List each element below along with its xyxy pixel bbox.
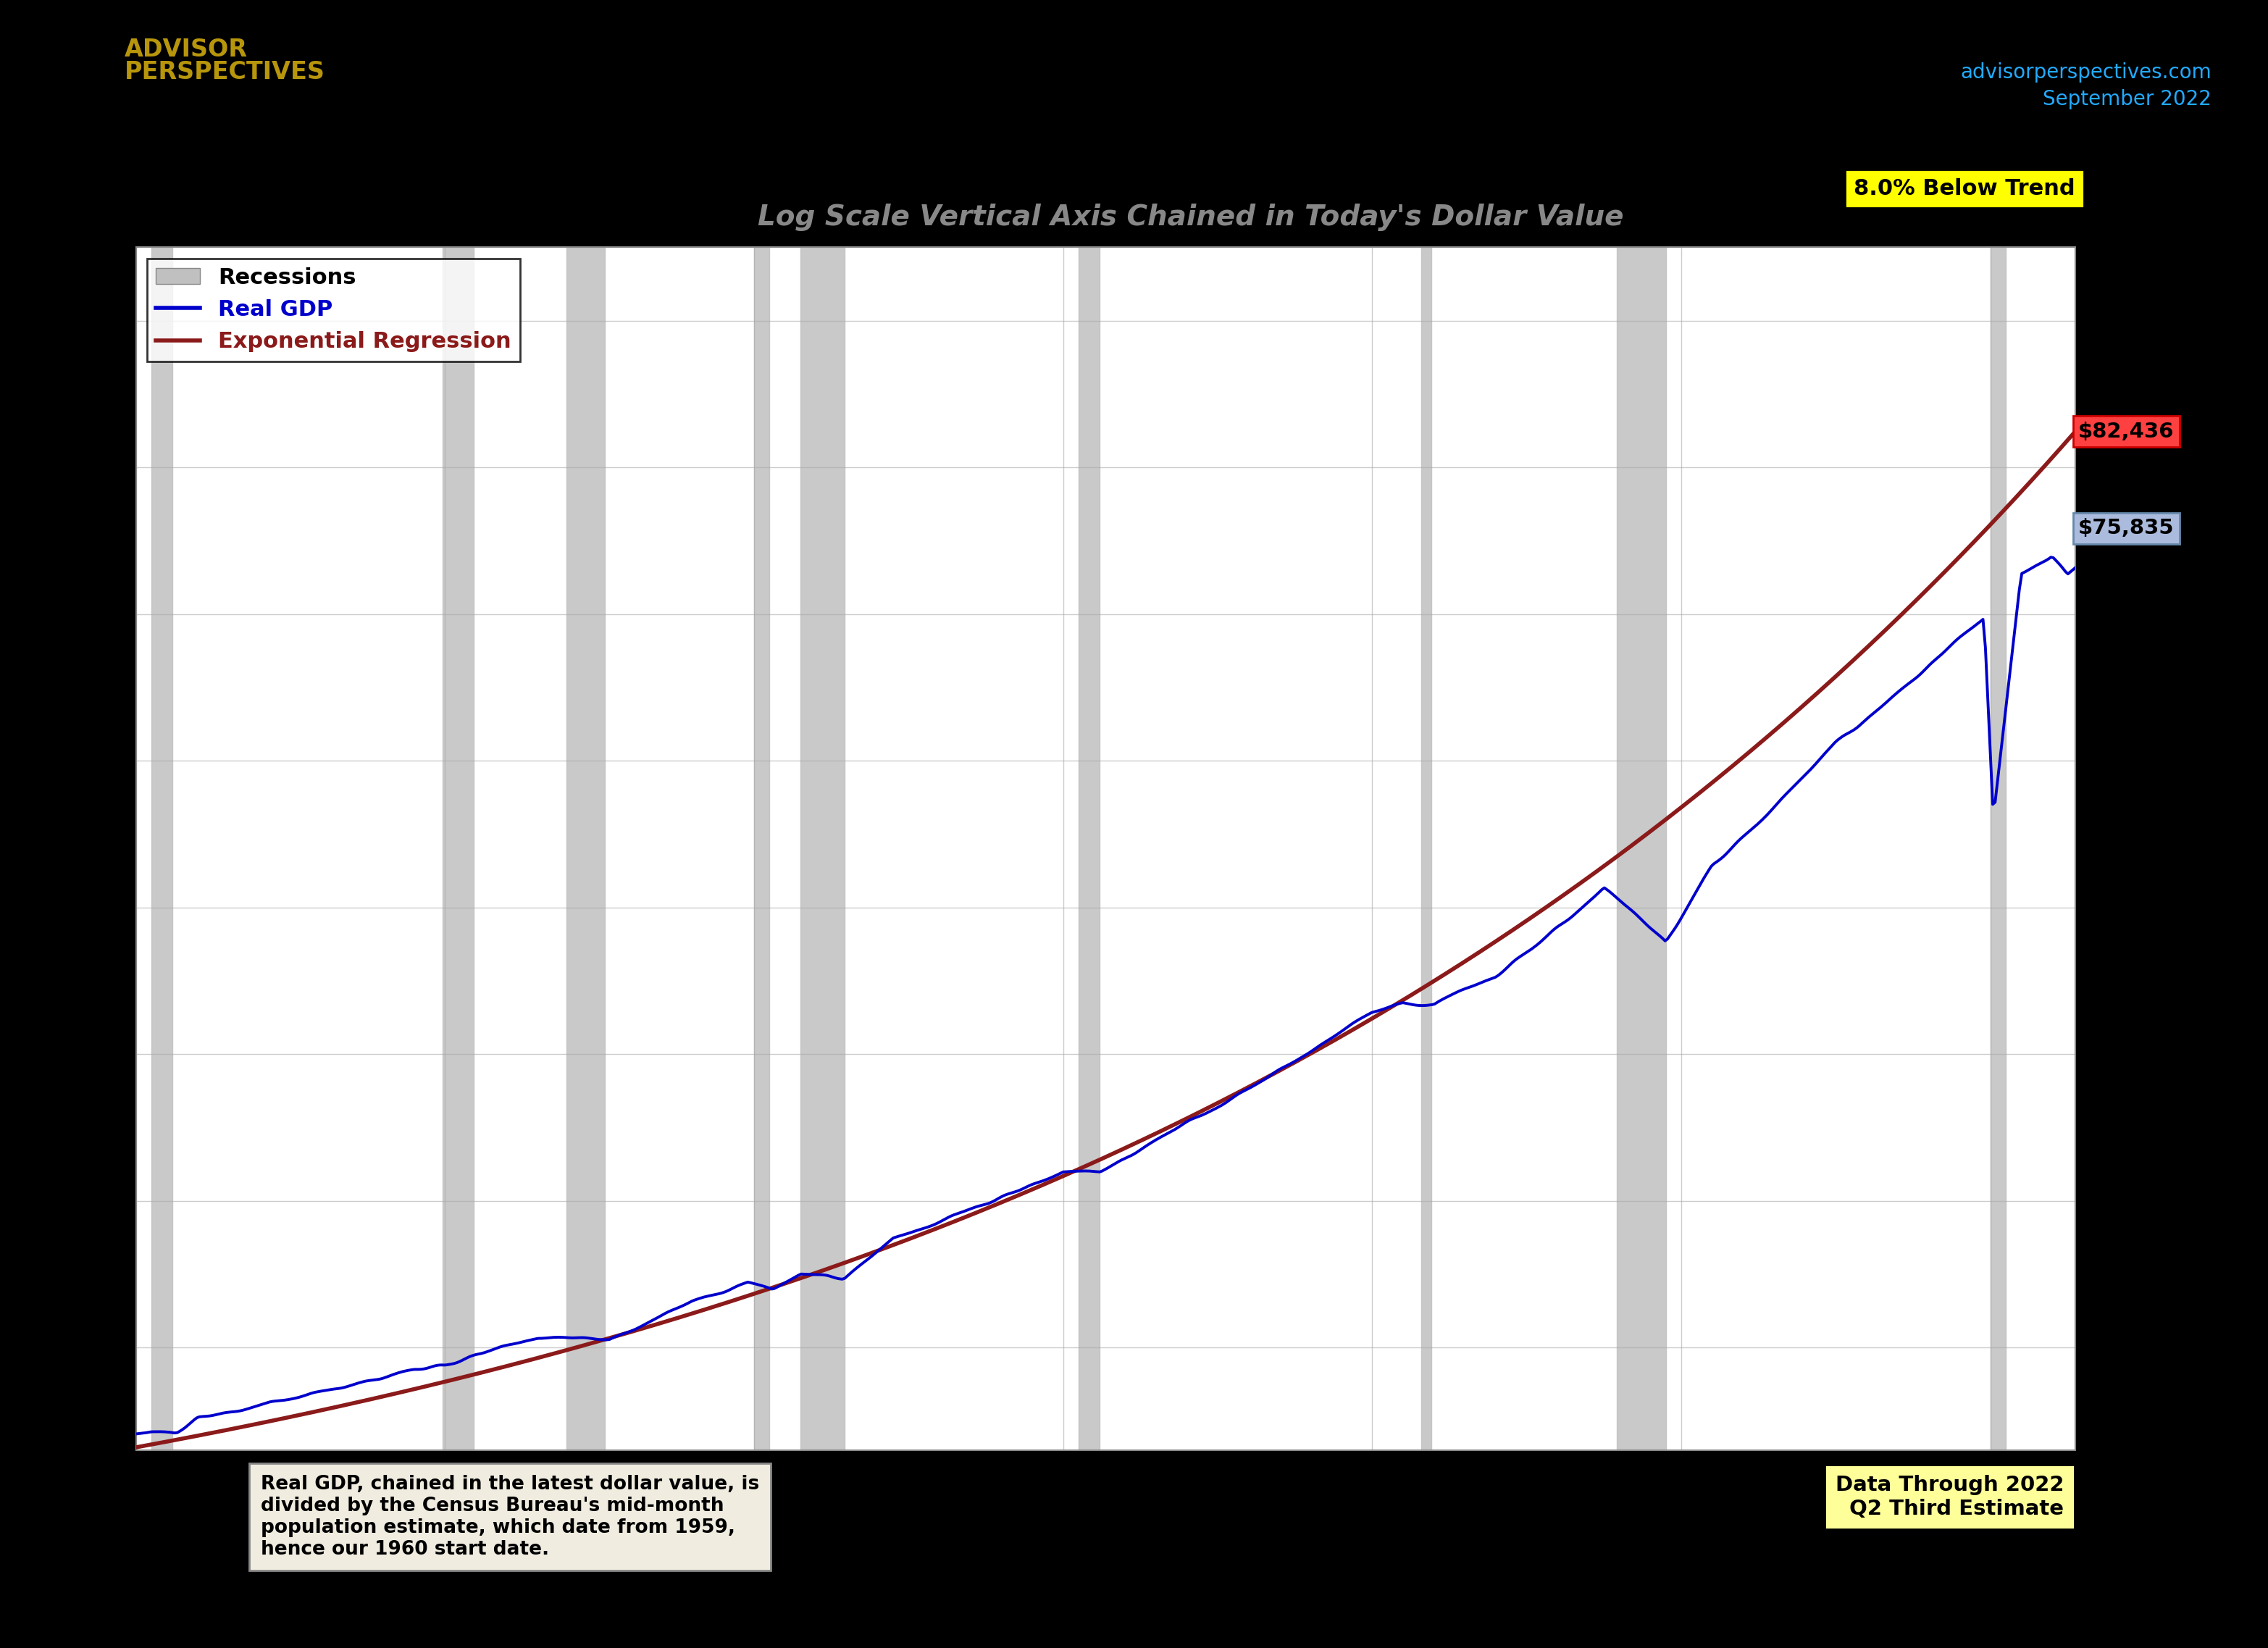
Text: 8.0% Below Trend: 8.0% Below Trend xyxy=(1853,178,2075,199)
Bar xyxy=(1991,247,2005,1450)
Text: Real GDP, chained in the latest dollar value, is
divided by the Census Bureau's : Real GDP, chained in the latest dollar v… xyxy=(261,1475,760,1559)
Text: $82,436: $82,436 xyxy=(2077,422,2175,442)
Bar xyxy=(1080,247,1100,1450)
Bar xyxy=(755,247,769,1450)
Bar xyxy=(442,247,474,1450)
Legend: Recessions, Real GDP, Exponential Regression: Recessions, Real GDP, Exponential Regres… xyxy=(147,259,519,361)
Text: Data Through 2022
Q2 Third Estimate: Data Through 2022 Q2 Third Estimate xyxy=(1835,1475,2064,1519)
Bar xyxy=(567,247,606,1450)
Bar xyxy=(152,247,172,1450)
Bar xyxy=(801,247,844,1450)
Text: $75,835: $75,835 xyxy=(2077,517,2175,539)
Bar xyxy=(1422,247,1431,1450)
Text: ADVISOR
PERSPECTIVES: ADVISOR PERSPECTIVES xyxy=(125,38,324,84)
Bar xyxy=(1617,247,1665,1450)
Text: advisorperspectives.com
September 2022: advisorperspectives.com September 2022 xyxy=(1960,63,2211,109)
Text: Log Scale Vertical Axis Chained in Today's Dollar Value: Log Scale Vertical Axis Chained in Today… xyxy=(758,204,1624,231)
